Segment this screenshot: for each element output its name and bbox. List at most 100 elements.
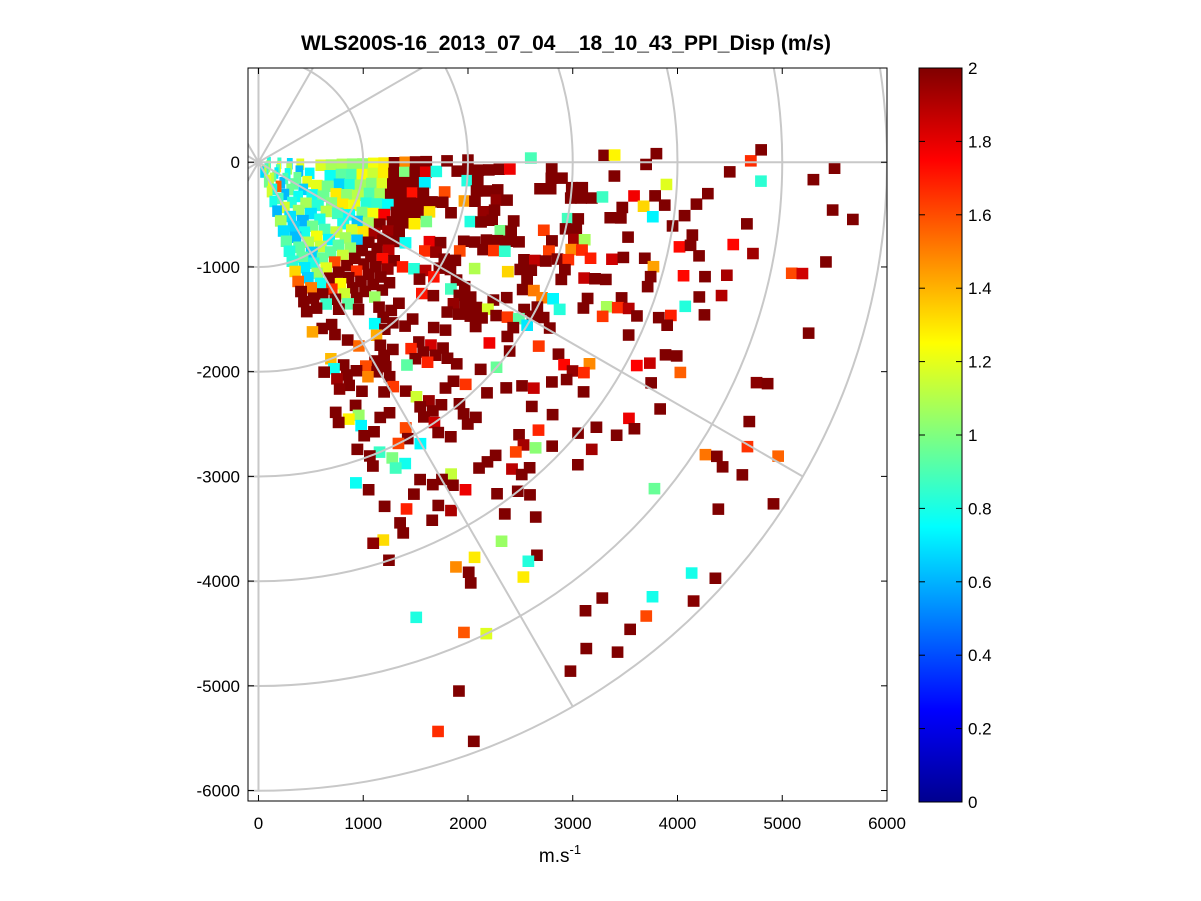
dispersion-cell xyxy=(747,247,759,260)
dispersion-cell xyxy=(370,261,382,273)
dispersion-cell xyxy=(529,254,541,267)
dispersion-cell xyxy=(266,185,273,198)
dispersion-cell xyxy=(298,183,309,196)
dispersion-cell xyxy=(532,424,545,436)
plot-frame xyxy=(247,67,888,802)
dispersion-cell xyxy=(363,187,376,200)
dispersion-cell xyxy=(736,469,749,481)
dispersion-cell xyxy=(785,267,798,279)
dispersion-cell xyxy=(447,375,460,387)
dispersion-cell xyxy=(329,328,341,341)
dispersion-cell xyxy=(295,165,304,177)
dispersion-cell xyxy=(461,418,474,430)
dispersion-cell xyxy=(693,291,706,303)
dispersion-cell xyxy=(381,263,394,275)
dispersion-cell xyxy=(341,334,354,346)
dispersion-cell xyxy=(585,192,598,204)
dispersion-cell xyxy=(376,178,389,190)
dispersion-cell xyxy=(490,309,502,322)
dispersion-cell xyxy=(290,231,302,243)
dispersion-cell xyxy=(453,245,466,257)
dispersion-cell xyxy=(515,468,528,481)
dispersion-cell xyxy=(630,359,643,372)
dispersion-cell xyxy=(650,147,663,160)
dispersion-cell xyxy=(362,236,375,248)
dispersion-cell xyxy=(679,300,692,313)
dispersion-cell xyxy=(555,273,568,286)
dispersion-cell xyxy=(513,236,525,248)
dispersion-cell xyxy=(483,337,496,349)
dispersion-cell xyxy=(474,363,487,376)
dispersion-cell xyxy=(296,214,309,227)
dispersion-cell xyxy=(481,185,493,197)
dispersion-cell xyxy=(727,238,740,251)
dispersion-cell xyxy=(427,289,440,302)
colorbar xyxy=(918,67,963,803)
dispersion-cell xyxy=(311,199,324,212)
dispersion-cell xyxy=(638,252,651,264)
dispersion-cell xyxy=(298,295,310,308)
x-axis: 0 1000 2000 3000 4000 5000 6000 xyxy=(254,68,906,833)
dispersion-cell xyxy=(469,411,482,424)
dispersion-cell xyxy=(369,291,381,303)
azimuth-spoke xyxy=(257,68,315,163)
dispersion-cell xyxy=(583,358,596,370)
dispersion-cell xyxy=(687,595,700,607)
dispersion-cell xyxy=(337,198,349,210)
dispersion-cell xyxy=(423,395,435,407)
dispersion-cell xyxy=(543,245,555,257)
dispersion-cell xyxy=(377,311,390,323)
dispersion-cell xyxy=(473,462,485,474)
dispersion-cell xyxy=(344,242,357,254)
dispersion-cell xyxy=(647,260,660,273)
dispersion-cell xyxy=(590,421,603,433)
dispersion-cell xyxy=(623,412,635,425)
dispersion-cell xyxy=(406,313,419,325)
dispersion-cell xyxy=(527,284,540,297)
dispersion-cell xyxy=(640,610,653,622)
dispersion-cell xyxy=(493,163,505,175)
dispersion-cell xyxy=(622,329,635,341)
dispersion-cell xyxy=(378,386,390,398)
dispersion-cell xyxy=(269,195,278,208)
chart-title: WLS200S-16_2013_07_04__18_10_43_PPI_Disp… xyxy=(301,32,831,55)
dispersion-cell xyxy=(611,646,624,658)
dispersion-cell xyxy=(367,278,380,291)
dispersion-cell xyxy=(355,275,367,288)
dispersion-cell xyxy=(584,252,597,264)
x-tick-label: 1000 xyxy=(344,814,382,833)
dispersion-cell xyxy=(380,360,392,373)
dispersion-cell xyxy=(537,224,550,236)
dispersion-cell xyxy=(292,204,305,217)
dispersion-cell xyxy=(358,258,370,270)
dispersion-cell xyxy=(654,403,666,415)
dispersion-cell xyxy=(377,234,389,246)
dispersion-cell xyxy=(393,297,405,309)
dispersion-cell xyxy=(796,267,809,280)
dispersion-cell xyxy=(414,401,427,413)
dispersion-cell xyxy=(436,196,449,208)
dispersion-cell xyxy=(468,262,481,275)
x-axis-label: m.s-1 xyxy=(539,842,581,867)
x-tick-label: 0 xyxy=(254,814,263,833)
dispersion-cell xyxy=(344,179,356,191)
dispersion-cell xyxy=(346,158,359,170)
dispersion-cell xyxy=(269,172,274,185)
dispersion-cell xyxy=(346,224,358,236)
dispersion-cell xyxy=(512,312,525,325)
dispersion-cell xyxy=(702,187,714,200)
dispersion-cell xyxy=(450,358,463,370)
dispersion-cell xyxy=(611,301,624,314)
dispersion-cell xyxy=(546,376,558,388)
dispersion-cell xyxy=(367,460,379,472)
dispersion-cell xyxy=(409,166,422,179)
dispersion-cell xyxy=(360,197,372,209)
dispersion-cell xyxy=(581,292,594,305)
dispersion-cell xyxy=(369,355,381,367)
dispersion-cell xyxy=(367,537,380,549)
dispersion-cell xyxy=(332,266,345,278)
dispersion-cell xyxy=(439,382,452,394)
dispersion-cell xyxy=(755,144,767,156)
dispersion-cell xyxy=(477,206,490,218)
dispersion-cell xyxy=(565,243,578,256)
